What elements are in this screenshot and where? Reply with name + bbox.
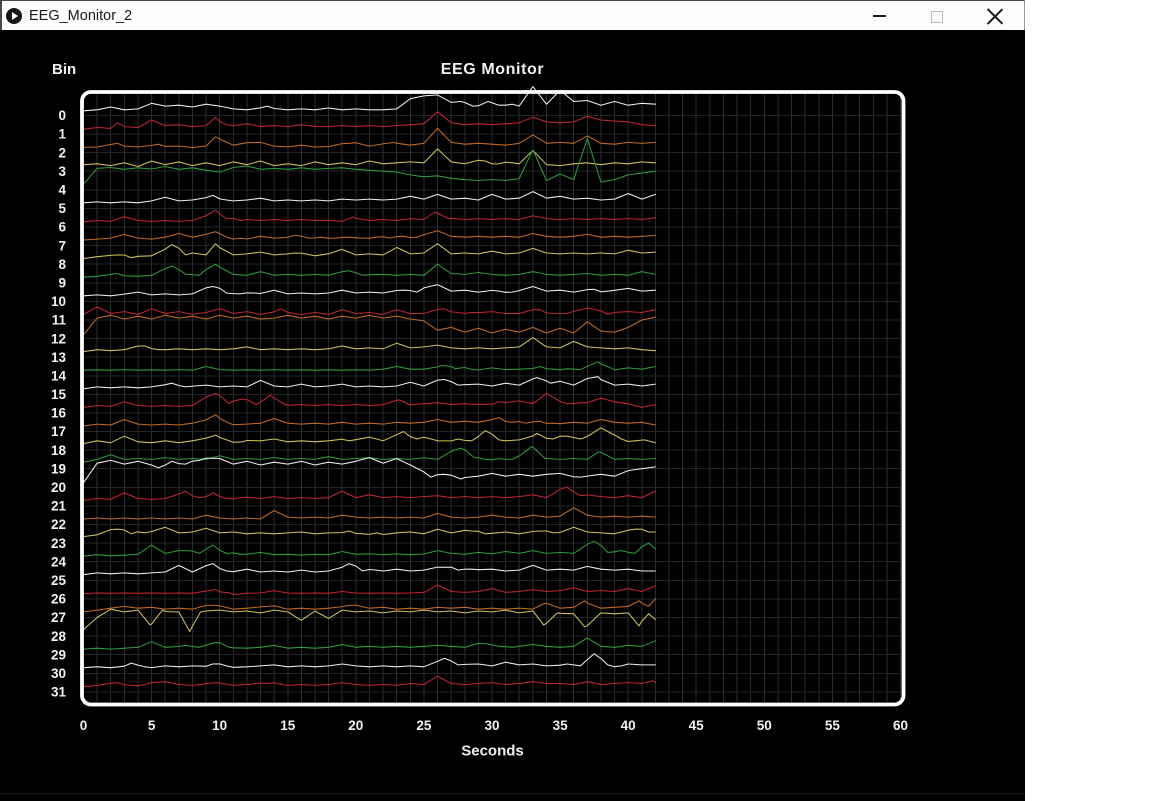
svg-text:35: 35 [553,718,569,733]
svg-text:13: 13 [51,350,67,365]
svg-text:20: 20 [348,718,363,733]
svg-text:8: 8 [58,257,66,272]
svg-text:2: 2 [58,145,66,160]
svg-text:17: 17 [51,424,66,439]
svg-text:10: 10 [212,718,227,733]
svg-text:3: 3 [58,164,66,179]
svg-text:0: 0 [80,718,88,733]
svg-text:20: 20 [51,480,66,495]
svg-text:0: 0 [58,108,66,123]
svg-text:1: 1 [58,127,66,142]
svg-text:60: 60 [893,718,908,733]
svg-text:15: 15 [51,387,67,402]
svg-text:10: 10 [51,294,66,309]
svg-text:5: 5 [58,201,66,216]
svg-text:7: 7 [58,238,66,253]
svg-text:29: 29 [51,647,66,662]
svg-text:30: 30 [51,666,66,681]
svg-text:15: 15 [280,718,296,733]
svg-text:50: 50 [757,718,772,733]
svg-text:Bin: Bin [52,61,76,78]
svg-text:4: 4 [58,183,66,198]
svg-text:18: 18 [51,443,67,458]
svg-text:28: 28 [51,629,67,644]
svg-text:9: 9 [58,276,66,291]
svg-text:27: 27 [51,610,66,625]
svg-text:23: 23 [51,536,67,551]
svg-text:21: 21 [51,499,67,514]
svg-text:Seconds: Seconds [461,743,524,760]
svg-text:19: 19 [51,461,66,476]
svg-text:24: 24 [51,554,67,569]
svg-text:5: 5 [148,718,156,733]
svg-text:30: 30 [484,718,499,733]
svg-text:25: 25 [416,718,432,733]
svg-text:12: 12 [51,331,66,346]
svg-text:26: 26 [51,592,67,607]
svg-text:55: 55 [825,718,841,733]
svg-text:22: 22 [51,517,66,532]
svg-text:11: 11 [52,313,67,328]
svg-text:45: 45 [689,718,705,733]
svg-text:31: 31 [51,685,67,700]
svg-text:16: 16 [51,406,67,421]
svg-text:14: 14 [51,369,67,384]
svg-text:6: 6 [58,220,66,235]
svg-text:EEG Monitor: EEG Monitor [441,61,544,78]
svg-text:25: 25 [51,573,67,588]
svg-text:40: 40 [621,718,636,733]
